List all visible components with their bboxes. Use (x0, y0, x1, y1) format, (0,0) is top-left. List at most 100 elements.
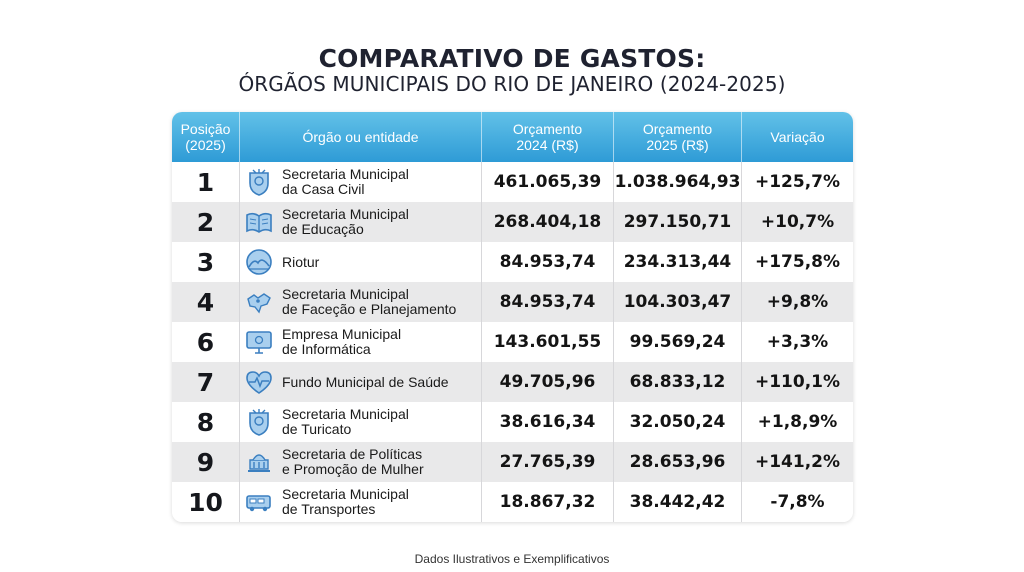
position-cell: 1 (172, 162, 240, 202)
coat-of-arms-icon (244, 167, 274, 197)
position-number: 6 (196, 327, 215, 357)
budget-2025-value: 38.442,42 (629, 492, 726, 512)
variation-value: +175,8% (754, 252, 841, 272)
spending-table: Posição (2025) Órgão ou entidade Orçamen… (172, 112, 853, 522)
position-cell: 2 (172, 202, 240, 242)
header-variation: Variação (770, 129, 825, 145)
budget-2024-cell: 18.867,32 (482, 482, 614, 522)
budget-2024-value: 27.765,39 (499, 452, 596, 472)
budget-2025-cell: 234.313,44 (614, 242, 742, 282)
budget-2025-cell: 297.150,71 (614, 202, 742, 242)
table-row: 1 Secretaria Municipal da Casa Civil 461… (172, 162, 853, 202)
budget-2024-value: 84.953,74 (499, 252, 596, 272)
budget-2024-value: 18.867,32 (499, 492, 596, 512)
budget-2024-value: 268.404,18 (493, 212, 602, 232)
variation-cell: +1,8,9% (742, 402, 853, 442)
position-cell: 3 (172, 242, 240, 282)
header-budget-2024: Orçamento 2024 (R$) (482, 112, 614, 162)
table-row: 6 Empresa Municipal de Informática 143.6… (172, 322, 853, 362)
variation-cell: +125,7% (742, 162, 853, 202)
organ-name: Secretaria de Políticas e Promoção de Mu… (282, 446, 424, 477)
budget-2025-value: 99.569,24 (629, 332, 726, 352)
budget-2024-cell: 84.953,74 (482, 242, 614, 282)
table-header: Posição (2025) Órgão ou entidade Orçamen… (172, 112, 853, 162)
open-book-icon (244, 207, 274, 237)
computer-icon (244, 327, 274, 357)
footer-note: Dados Ilustrativos e Exemplificativos (414, 552, 610, 566)
variation-value: +3,3% (766, 332, 829, 352)
organ-name: Fundo Municipal de Saúde (282, 373, 449, 390)
header-organ: Órgão ou entidade (240, 112, 482, 162)
position-number: 9 (196, 447, 215, 477)
budget-2025-value: 297.150,71 (623, 212, 732, 232)
position-number: 1 (196, 167, 215, 197)
variation-value: -7,8% (770, 492, 825, 512)
table-row: 3 Riotur 84.953,74 234.313,44 +175,8% (172, 242, 853, 282)
organ-name: Empresa Municipal de Informática (282, 326, 402, 357)
budget-2025-cell: 104.303,47 (614, 282, 742, 322)
variation-cell: +141,2% (742, 442, 853, 482)
budget-2025-cell: 32.050,24 (614, 402, 742, 442)
budget-2025-value: 68.833,12 (629, 372, 726, 392)
organ-cell: Secretaria Municipal de Transportes (240, 482, 482, 522)
budget-2024-cell: 84.953,74 (482, 282, 614, 322)
variation-value: +1,8,9% (757, 412, 838, 432)
organ-cell: Secretaria Municipal de Faceção e Planej… (240, 282, 482, 322)
budget-2024-cell: 461.065,39 (482, 162, 614, 202)
position-number: 7 (196, 367, 215, 397)
position-cell: 7 (172, 362, 240, 402)
variation-cell: +10,7% (742, 202, 853, 242)
position-number: 2 (196, 207, 215, 237)
variation-value: +10,7% (760, 212, 835, 232)
page-title: COMPARATIVO DE GASTOS: (318, 44, 706, 73)
variation-value: +110,1% (754, 372, 841, 392)
bus-icon (244, 487, 274, 517)
budget-2025-value: 32.050,24 (629, 412, 726, 432)
header-position: Posição (2025) (172, 112, 240, 162)
heart-pulse-icon (244, 367, 274, 397)
table-row: 8 Secretaria Municipal de Turicato 38.61… (172, 402, 853, 442)
table-row: 9 Secretaria de Políticas e Promoção de … (172, 442, 853, 482)
budget-2024-cell: 49.705,96 (482, 362, 614, 402)
budget-2025-value: 28.653,96 (629, 452, 726, 472)
organ-name: Secretaria Municipal de Transportes (282, 486, 409, 517)
variation-value: +141,2% (754, 452, 841, 472)
variation-value: +9,8% (766, 292, 829, 312)
budget-2024-value: 49.705,96 (499, 372, 596, 392)
position-cell: 6 (172, 322, 240, 362)
budget-2024-value: 461.065,39 (493, 172, 602, 192)
organ-cell: Secretaria Municipal de Turicato (240, 402, 482, 442)
budget-2025-value: 234.313,44 (623, 252, 732, 272)
organ-name: Secretaria Municipal de Educação (282, 206, 409, 237)
variation-cell: -7,8% (742, 482, 853, 522)
position-number: 4 (196, 287, 215, 317)
budget-2025-cell: 28.653,96 (614, 442, 742, 482)
budget-2024-value: 38.616,34 (499, 412, 596, 432)
map-icon (244, 287, 274, 317)
variation-value: +125,7% (754, 172, 841, 192)
organ-name: Riotur (282, 253, 320, 270)
budget-2024-cell: 143.601,55 (482, 322, 614, 362)
position-cell: 8 (172, 402, 240, 442)
position-number: 8 (196, 407, 215, 437)
coat-of-arms-icon (244, 407, 274, 437)
budget-2024-cell: 268.404,18 (482, 202, 614, 242)
organ-cell: Secretaria Municipal da Casa Civil (240, 162, 482, 202)
variation-cell: +9,8% (742, 282, 853, 322)
header-budget-2025: Orçamento 2025 (R$) (614, 112, 742, 162)
organ-cell: Riotur (240, 242, 482, 282)
position-cell: 4 (172, 282, 240, 322)
budget-2025-value: 104.303,47 (623, 292, 732, 312)
variation-cell: +3,3% (742, 322, 853, 362)
budget-2025-cell: 99.569,24 (614, 322, 742, 362)
organ-name: Secretaria Municipal da Casa Civil (282, 166, 409, 197)
landscape-icon (244, 247, 274, 277)
government-building-icon (244, 447, 274, 477)
organ-cell: Fundo Municipal de Saúde (240, 362, 482, 402)
position-number: 10 (188, 487, 223, 517)
organ-cell: Secretaria de Políticas e Promoção de Mu… (240, 442, 482, 482)
variation-cell: +175,8% (742, 242, 853, 282)
table-body: 1 Secretaria Municipal da Casa Civil 461… (172, 162, 853, 522)
budget-2025-value: 1.038.964,93 (614, 172, 741, 192)
budget-2024-value: 84.953,74 (499, 292, 596, 312)
